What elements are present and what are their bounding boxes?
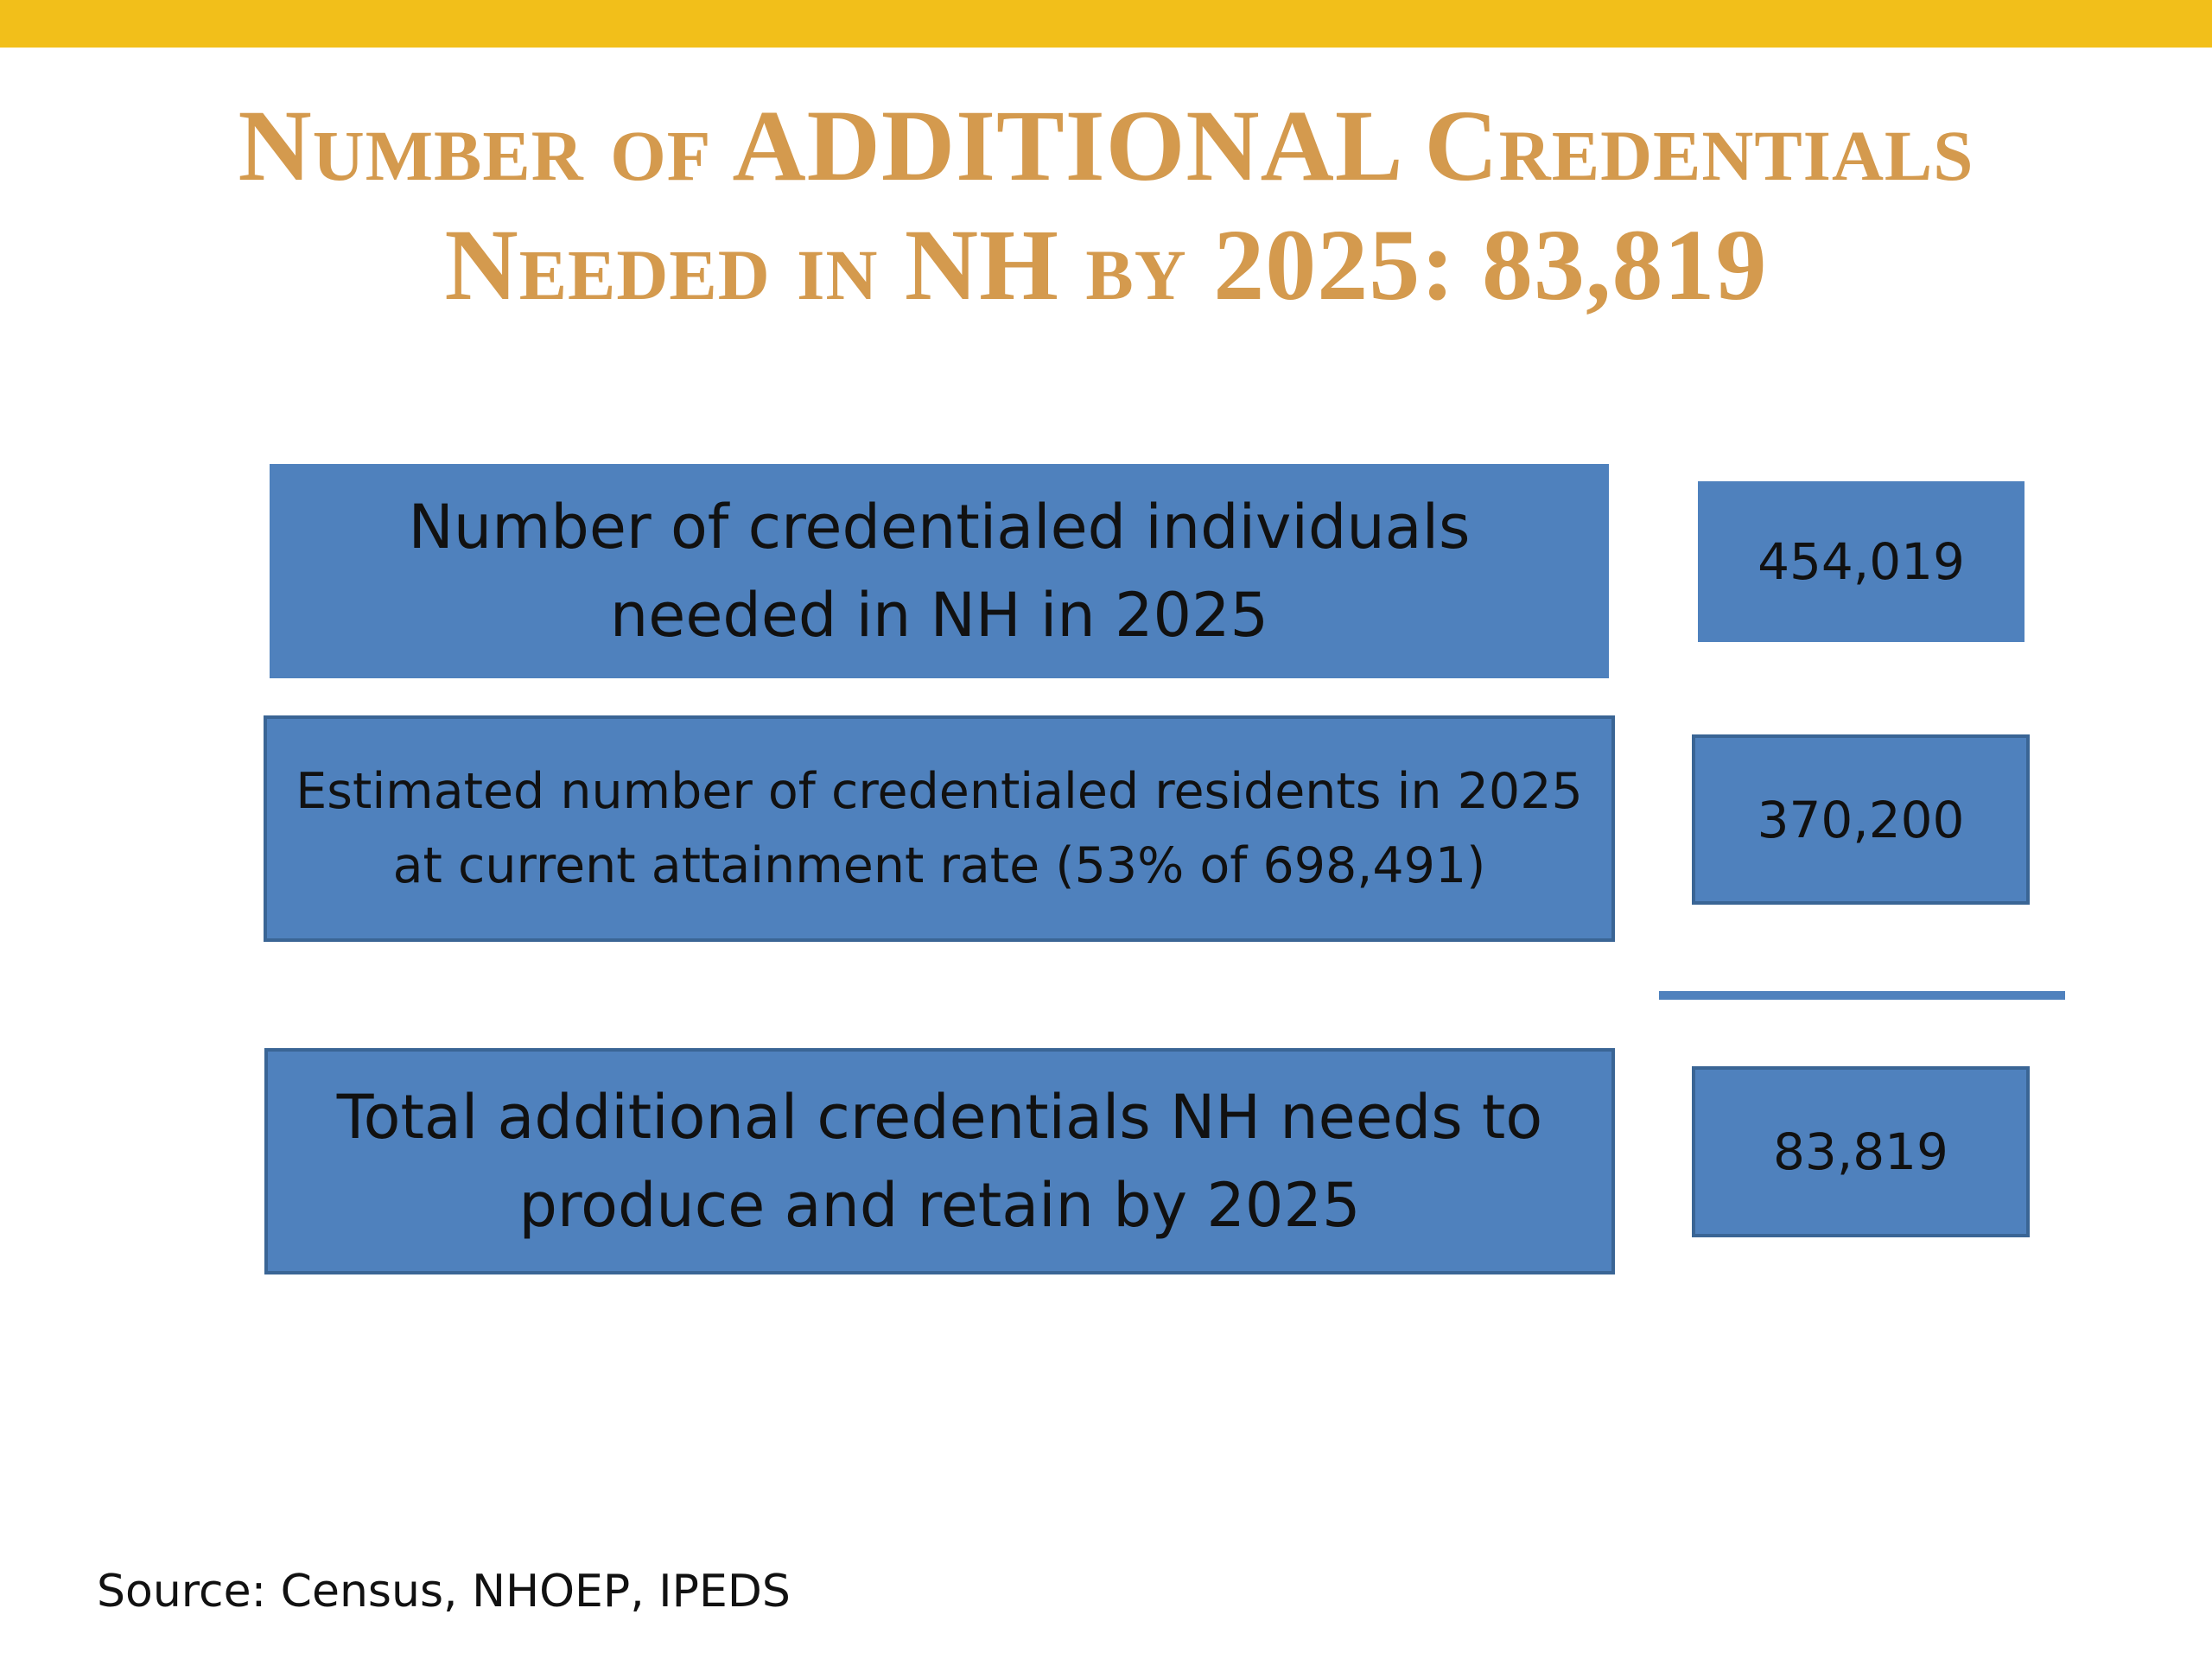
estimated-residents-label-line-2: at current attainment rate (53% of 698,4… bbox=[392, 837, 1486, 894]
slide-title: Number of ADDITIONAL Credentials Needed … bbox=[0, 86, 2212, 325]
needed-credentials-label: Number of credentialed individuals neede… bbox=[408, 492, 1471, 651]
needed-credentials-value: 454,019 bbox=[1758, 532, 1965, 591]
estimated-residents-label: Estimated number of credentialed residen… bbox=[296, 754, 1582, 903]
needed-credentials-label-box: Number of credentialed individuals neede… bbox=[270, 464, 1609, 678]
title-line-2: Needed in NH by 2025: 83,819 bbox=[444, 208, 1768, 321]
top-accent-bar bbox=[0, 0, 2212, 48]
estimated-residents-value-box: 370,200 bbox=[1692, 734, 2030, 905]
estimated-residents-label-box: Estimated number of credentialed residen… bbox=[264, 715, 1615, 942]
needed-credentials-value-box: 454,019 bbox=[1698, 481, 2024, 642]
title-line-1: Number of ADDITIONAL Credentials bbox=[238, 89, 1974, 202]
estimated-residents-label-line-1: Estimated number of credentialed residen… bbox=[296, 763, 1583, 820]
total-additional-value: 83,819 bbox=[1773, 1122, 1948, 1181]
total-additional-label: Total additional credentials NH needs to… bbox=[336, 1082, 1543, 1241]
estimated-residents-value: 370,200 bbox=[1757, 790, 1965, 849]
subtraction-divider-line bbox=[1659, 991, 2065, 1000]
source-note: Source: Census, NHOEP, IPEDS bbox=[97, 1566, 791, 1618]
total-additional-label-box: Total additional credentials NH needs to… bbox=[264, 1048, 1615, 1274]
total-additional-value-box: 83,819 bbox=[1692, 1066, 2030, 1237]
